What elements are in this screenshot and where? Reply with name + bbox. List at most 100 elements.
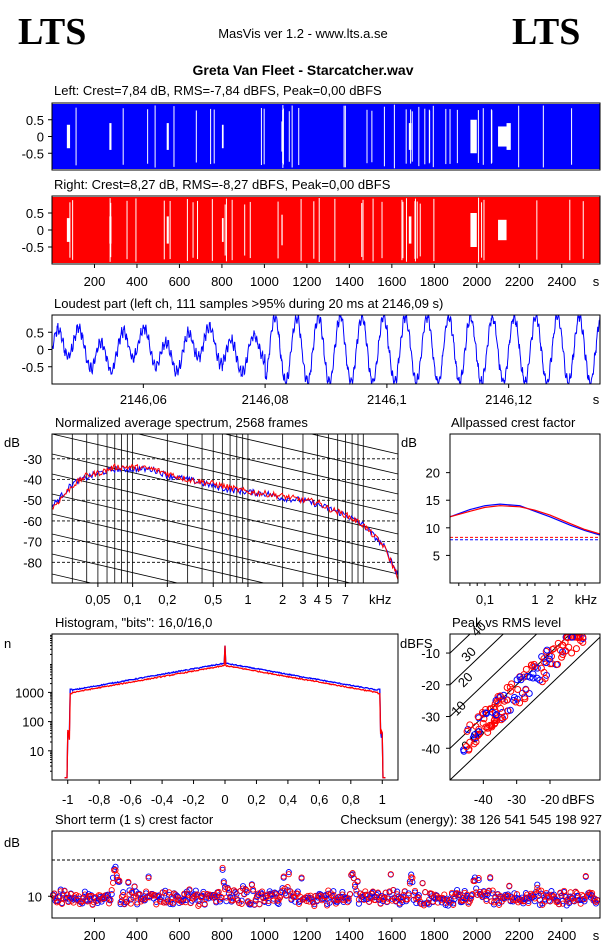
loudest-xtick-label-3: 2146,12 [485,392,532,407]
peakrms-point [503,684,511,692]
shortterm-point [186,886,193,893]
shortterm-point [344,899,351,906]
right-waveform-gap-31 [192,202,194,258]
shortterm-point [285,871,292,878]
spectrum-slope-22 [52,654,398,734]
left-waveform-ytick-label-1: 0 [37,130,44,145]
shortterm-point [559,900,566,907]
histogram-xtick-label-2: -0,6 [119,792,141,807]
histogram-xtick-label-3: -0,4 [151,792,173,807]
shortterm-point [58,900,66,907]
shortterm-point [403,898,410,905]
shortterm-point [355,900,362,907]
shortterm-point [243,887,250,894]
peakrms-xtick-label-2: -20 [541,792,560,807]
peakrms-point [512,698,520,706]
shortterm-point [582,873,589,880]
shortterm-point [506,882,513,889]
right-waveform-gap-3 [72,200,74,260]
peakrms-ylabel: dBFS [400,636,433,651]
shortterm-point [475,877,482,884]
spectrum-xtick-label-1: 0,1 [124,592,142,607]
shortterm-point [112,863,119,870]
shortterm-point [57,886,64,893]
shortterm-point [411,887,419,894]
spectrum-slope-18 [52,573,93,583]
right-waveform-gap-13 [300,199,302,261]
spectrum-slope-11 [52,434,398,515]
histogram-xtick-label-8: 0,6 [310,792,328,807]
right-waveform-gap-37 [135,198,137,262]
peakrms-point [474,732,482,740]
peakrms-point [525,689,533,697]
loudest-ytick-label-0: 0.5 [26,325,44,340]
crest-series-0 [449,503,601,536]
right-waveform-gap-1 [169,200,171,260]
left-waveform-gap-22 [343,105,345,168]
shortterm-point [56,894,63,901]
shortterm-point [247,901,254,908]
peakrms-point [487,705,495,713]
left-waveform-gap-9 [518,105,520,168]
shortterm-point [404,896,411,903]
peakrms-point [510,696,518,704]
peakrms-xlabel: dBFS [562,792,595,807]
spectrum-series-1 [51,463,399,580]
peakrms-point [514,686,522,694]
peakrms-point [497,716,505,724]
peakrms-point [482,709,490,717]
shortterm-point [220,879,227,887]
loudest-ytick-label-1: 0 [37,343,44,358]
shortterm-point [169,899,176,906]
shortterm-point [547,898,554,905]
peakrms-point [463,727,471,735]
peakrms-point [466,721,474,729]
shortterm-point [225,890,232,897]
left-waveform-gap-25 [424,108,426,165]
left-waveform-gap-30 [195,110,197,163]
shortterm-point [573,890,580,897]
peakrms-point [554,660,562,668]
shortterm-point [538,887,545,894]
track-title: Greta Van Fleet - Starcatcher.wav [193,62,414,78]
spectrum-slope-10 [136,434,398,495]
loudest-xtick-label-1: 2146,08 [242,392,289,407]
right-waveform-group [48,197,600,263]
shortterm-point [353,891,360,898]
spectrum-xtick-label-8: 5 [325,592,332,607]
peakrms-point [579,638,587,646]
peakrms-point [488,721,496,729]
left-waveform-gap-24 [371,110,373,163]
left-waveform-gap-13 [542,105,544,168]
peakrms-diagonals [450,634,600,780]
shortterm-point [219,864,226,871]
histogram-xtick-label-0: -1 [62,792,74,807]
shortterm-point [259,888,266,895]
app-title: MasVis ver 1.2 - www.lts.a.se [218,26,388,41]
shortterm-point [94,899,101,907]
left-waveform-body [52,104,600,169]
crest-ytick-label-0: 20 [426,466,440,481]
shortterm-point [422,889,429,896]
peakrms-point [542,659,550,667]
right-waveform-gap-21 [224,204,226,256]
peakrms-xtick-label-0: -40 [474,792,493,807]
right-waveform-gap-7 [582,201,584,259]
right-waveform-gap-19 [478,197,480,263]
right-waveform-ytick-label-0: 0.5 [26,206,44,221]
shortterm-point [256,901,263,908]
spectrum-ylabel: dB [4,435,20,450]
shortterm-point [219,866,226,873]
shortterm-point [581,898,588,905]
right-waveform-gap-34 [334,198,336,262]
crest-xunit-label: kHz [575,592,597,607]
left-waveform-gap-5 [449,109,451,164]
left-waveform-gap-41 [109,123,112,150]
shortterm-point [382,889,389,896]
right-waveform-gap-47 [498,219,507,241]
shortterm-point [525,899,532,907]
shortterm-point [489,887,496,894]
right-xtick-label-1: 400 [126,274,148,289]
peakrms-point [526,673,534,681]
shortterm-point [107,896,114,903]
